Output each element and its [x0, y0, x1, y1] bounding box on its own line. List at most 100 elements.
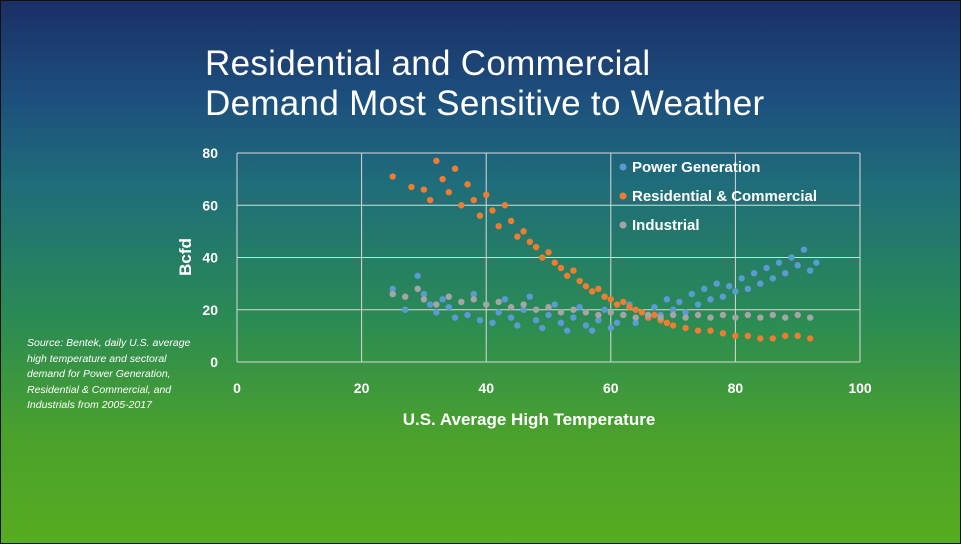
data-point [414, 285, 421, 293]
data-point [669, 322, 677, 329]
data-point [588, 327, 596, 334]
data-point [782, 269, 789, 277]
legend-marker [619, 163, 627, 171]
data-point [470, 296, 477, 303]
data-point [644, 311, 652, 319]
data-point [806, 267, 814, 274]
slide-title-line-2: Demand Most Sensitive to Weather [205, 84, 765, 123]
data-point [576, 303, 583, 311]
chart-legend: Power Generation Residential & Commercial… [619, 159, 817, 234]
y-tick-label: 20 [202, 302, 218, 318]
legend-label: Industrial [632, 217, 700, 234]
data-point [426, 196, 434, 204]
y-tick-label: 80 [202, 145, 218, 161]
slide-title-line-1: Residential and Commercial [205, 44, 651, 83]
data-point [520, 301, 527, 308]
data-point [545, 311, 552, 319]
data-point [563, 272, 571, 279]
data-point [408, 183, 415, 191]
data-point [676, 298, 683, 306]
data-point [719, 330, 727, 337]
data-point [800, 246, 808, 253]
x-axis-label: U.S. Average High Temperature [403, 410, 656, 429]
data-point [476, 212, 484, 219]
data-point [532, 317, 540, 324]
data-point [539, 254, 546, 261]
y-tick-label: 60 [202, 197, 218, 213]
legend-label: Residential & Commercial [632, 188, 817, 205]
data-point [483, 191, 490, 198]
data-point [763, 264, 770, 272]
data-point [576, 277, 583, 285]
data-point [526, 238, 534, 246]
legend-label: Power Generation [632, 159, 760, 176]
data-point [794, 332, 801, 340]
data-point [694, 311, 702, 319]
x-tick-label: 20 [354, 380, 370, 396]
data-point [638, 309, 646, 316]
data-point [557, 264, 565, 272]
data-point [701, 285, 708, 293]
data-point [626, 303, 633, 311]
chart-tick-labels: 0 20 40 60 80 100 0 20 40 60 80 [202, 145, 871, 396]
data-point [501, 296, 509, 303]
data-point [402, 293, 409, 300]
data-point [769, 275, 776, 282]
data-point [651, 303, 658, 311]
data-point [445, 293, 453, 300]
data-point [389, 285, 396, 293]
data-point [775, 259, 783, 266]
data-point [389, 173, 396, 180]
data-point [813, 259, 820, 266]
data-point [782, 314, 789, 321]
data-point [713, 280, 720, 287]
data-point [669, 306, 677, 313]
data-point [414, 272, 421, 279]
data-point [682, 309, 689, 316]
data-point [794, 262, 801, 269]
data-point [782, 332, 789, 340]
data-point [532, 306, 540, 313]
data-point [757, 335, 764, 342]
data-point [707, 296, 714, 303]
x-tick-label: 40 [478, 380, 494, 396]
slide-title: Residential and Commercial Demand Most S… [205, 44, 925, 124]
data-point [426, 301, 434, 308]
data-point [769, 311, 776, 319]
data-point [476, 317, 484, 324]
data-point [495, 222, 502, 230]
data-point [532, 243, 540, 251]
data-point [582, 283, 590, 290]
data-point [420, 290, 428, 298]
data-point [613, 319, 621, 327]
data-point [483, 301, 490, 308]
data-point [402, 306, 409, 313]
data-point [732, 332, 739, 340]
data-point [601, 306, 608, 313]
data-point [719, 293, 727, 300]
data-point [545, 303, 552, 311]
data-point [464, 311, 471, 319]
data-point [470, 290, 477, 298]
data-point [707, 314, 714, 321]
data-point [682, 324, 689, 332]
y-tick-label: 40 [202, 250, 218, 266]
data-point [732, 314, 739, 321]
data-point [744, 285, 752, 293]
data-point [451, 165, 459, 172]
data-point [489, 319, 496, 327]
data-point [657, 314, 664, 321]
data-point [420, 296, 428, 303]
data-point [495, 298, 502, 306]
data-point [588, 288, 596, 295]
data-point [526, 293, 534, 300]
data-point [632, 319, 639, 327]
data-point [507, 314, 515, 321]
source-note: Source: Bentek, daily U.S. average high … [27, 337, 191, 411]
x-tick-label: 60 [603, 380, 619, 396]
data-point [601, 293, 608, 300]
x-tick-label: 100 [848, 380, 872, 396]
data-point [495, 309, 502, 316]
